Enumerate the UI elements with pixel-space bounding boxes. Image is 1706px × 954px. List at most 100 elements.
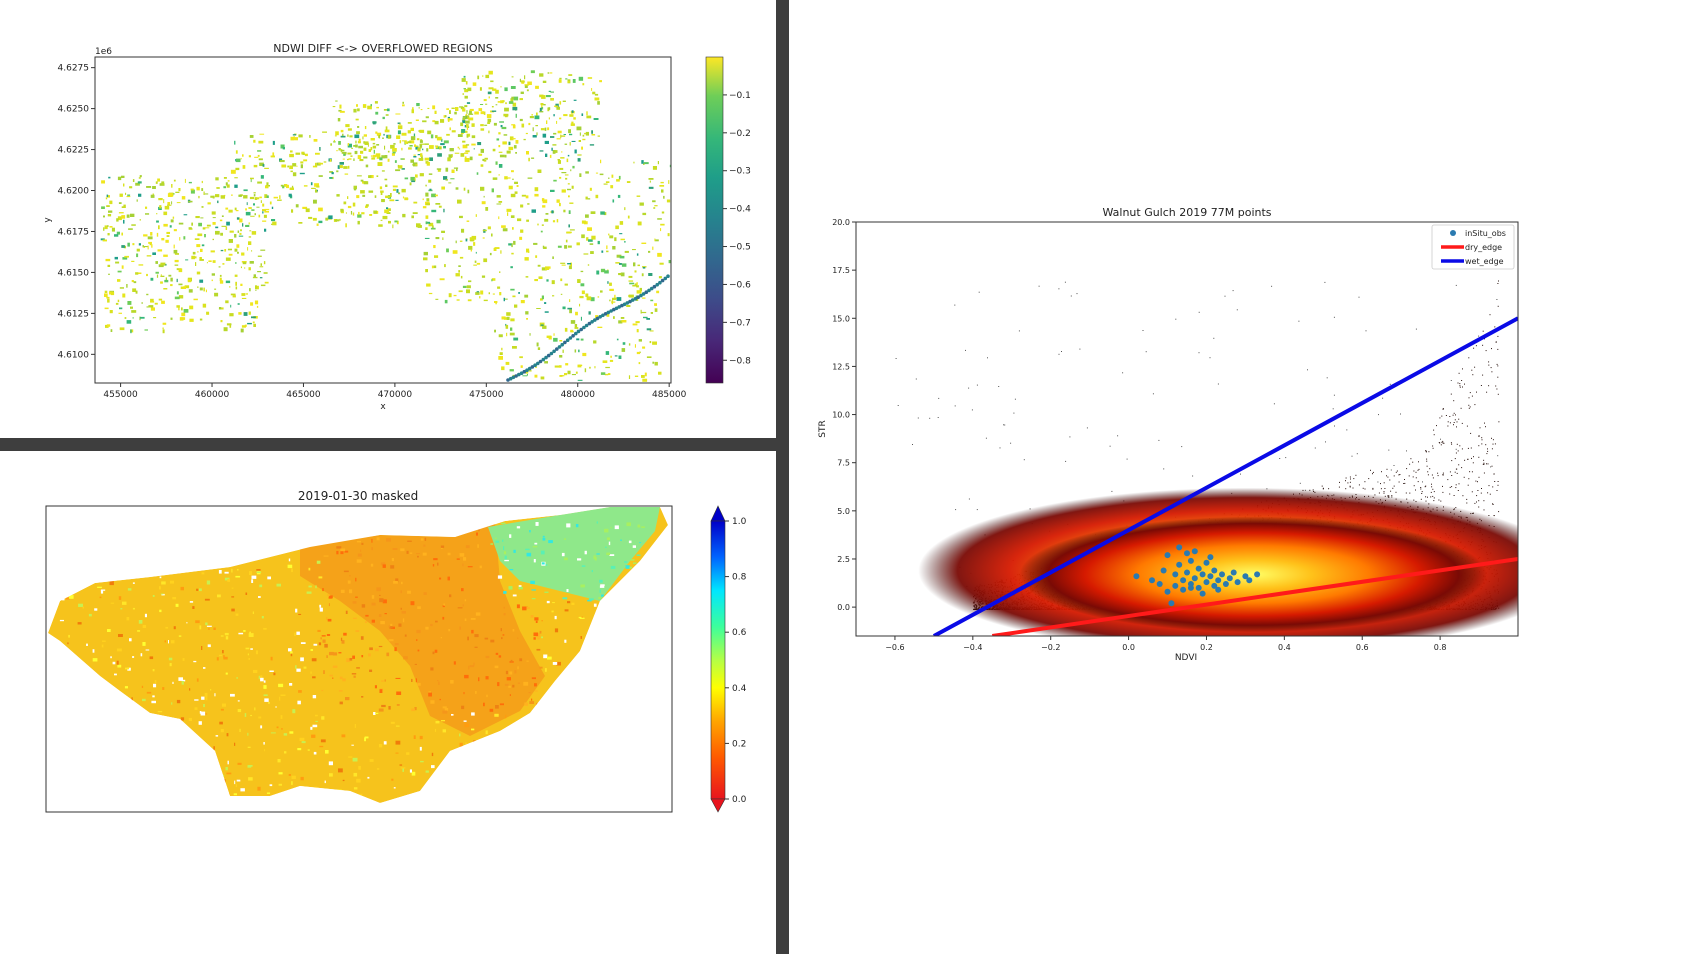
masked-map-pixel	[256, 571, 262, 573]
ndwi-patch	[462, 144, 468, 149]
ndwi-patch	[520, 91, 524, 94]
masked-map-pixel	[490, 639, 495, 643]
masked-map-pixel	[157, 711, 163, 713]
ndwi-patch	[577, 364, 582, 368]
ndwi-patch	[235, 167, 240, 171]
ndwi-patch	[273, 196, 278, 199]
ndwi-patch	[484, 157, 488, 160]
ndwi-patch	[559, 365, 562, 368]
ndwi-patch	[136, 253, 139, 258]
ndwi-patch	[348, 165, 350, 169]
masked-map-pixel	[444, 708, 449, 711]
masked-map-pixel	[117, 664, 122, 668]
ndwi-patch	[197, 286, 199, 288]
ndwi-patch	[427, 130, 432, 135]
masked-map-pixel	[255, 650, 258, 655]
ndwi-patch	[188, 181, 192, 184]
masked-map-pixel	[519, 658, 523, 662]
masked-map-pixel	[324, 780, 326, 784]
ndwi-patch	[497, 101, 502, 103]
masked-map-pixel	[319, 604, 322, 608]
masked-map-pixel	[442, 605, 445, 608]
ndwi-patch	[619, 255, 625, 259]
masked-map-pixel	[116, 648, 122, 652]
masked-map-pixel	[138, 620, 143, 624]
ndwi-patch	[460, 122, 464, 127]
ndwi-patch	[383, 109, 388, 111]
ndwi-patch	[373, 149, 375, 154]
ndwi-patch	[445, 115, 447, 118]
ndwi-patch	[204, 193, 209, 195]
ndwi-patch	[616, 338, 619, 341]
masked-map-pixel	[411, 708, 415, 712]
ndwi-patch	[198, 195, 200, 199]
ndwi-patch	[257, 181, 262, 184]
masked-map-pixel	[423, 592, 427, 595]
masked-map-pixel	[323, 670, 325, 674]
ndwi-patch	[392, 185, 398, 188]
ndwi-patch	[394, 220, 398, 223]
ndwi-patch	[447, 119, 450, 122]
ndwi-patch	[174, 253, 179, 255]
masked-map-pixel	[604, 528, 609, 533]
masked-map-pixel	[556, 661, 561, 666]
masked-map-pixel	[423, 544, 426, 547]
ndwi-patch	[118, 202, 122, 204]
ndwi-patch	[455, 107, 459, 111]
masked-map-pixel	[518, 585, 522, 588]
ndwi-patch	[649, 341, 652, 344]
masked-map-pixel	[340, 548, 346, 552]
ndwi-patch	[318, 162, 323, 165]
ndwi-patch	[126, 214, 130, 218]
masked-map-pixel	[78, 603, 83, 607]
ndwi-patch	[243, 195, 248, 199]
ndwi-patch	[568, 224, 570, 228]
ndwi-patch	[330, 143, 332, 146]
ndwi-patch	[579, 295, 584, 299]
masked-map-pixel	[365, 614, 369, 617]
masked-map-pixel	[392, 548, 398, 550]
ndwi-patch	[109, 290, 114, 293]
ndwi-patch	[629, 294, 634, 298]
ndwi-patch	[488, 130, 490, 134]
ndwi-patch	[637, 221, 642, 226]
scatter-point	[1498, 421, 1500, 423]
ndwi-patch	[377, 162, 383, 166]
ndwi-patch	[398, 123, 402, 125]
ndwi-patch	[492, 293, 495, 295]
masked-map-pixel	[490, 543, 494, 545]
masked-map-pixel	[267, 576, 271, 580]
masked-map-pixel	[116, 660, 119, 665]
ndwi-patch	[420, 139, 423, 141]
ndwi-coastal-patch	[536, 361, 540, 366]
ndwi-patch	[262, 209, 267, 212]
ndwi-patch	[358, 138, 361, 143]
masked-map-pixel	[263, 742, 265, 745]
masked-map-pixel	[361, 604, 366, 608]
ndwi-patch	[340, 129, 344, 133]
masked-map-pixel	[231, 568, 233, 573]
ndwi-patch	[654, 361, 658, 366]
ndwi-patch	[396, 135, 401, 139]
ndwi-patch	[483, 99, 487, 102]
ndwi-patch	[232, 295, 236, 298]
masked-map-pixel	[474, 646, 478, 648]
ndwi-patch	[627, 215, 630, 219]
masked-map-pixel	[92, 658, 98, 662]
ndwi-patch	[135, 182, 140, 186]
ndwi-patch	[463, 116, 466, 118]
ndwi-patch	[591, 134, 596, 136]
ndwi-patch	[167, 204, 172, 206]
masked-map-pixel	[342, 779, 345, 782]
ndwi-patch	[107, 195, 110, 198]
ndwi-patch	[299, 172, 305, 175]
ndwi-patch	[105, 197, 108, 200]
ndwi-patch	[416, 138, 420, 141]
ndwi-patch	[561, 172, 567, 174]
ndwi-patch	[532, 135, 537, 138]
masked-map-pixel	[379, 598, 384, 603]
ndwi-patch	[337, 118, 341, 122]
ndwi-patch	[483, 195, 485, 198]
ndwi-patch	[589, 366, 591, 369]
masked-map-pixel	[213, 746, 215, 750]
